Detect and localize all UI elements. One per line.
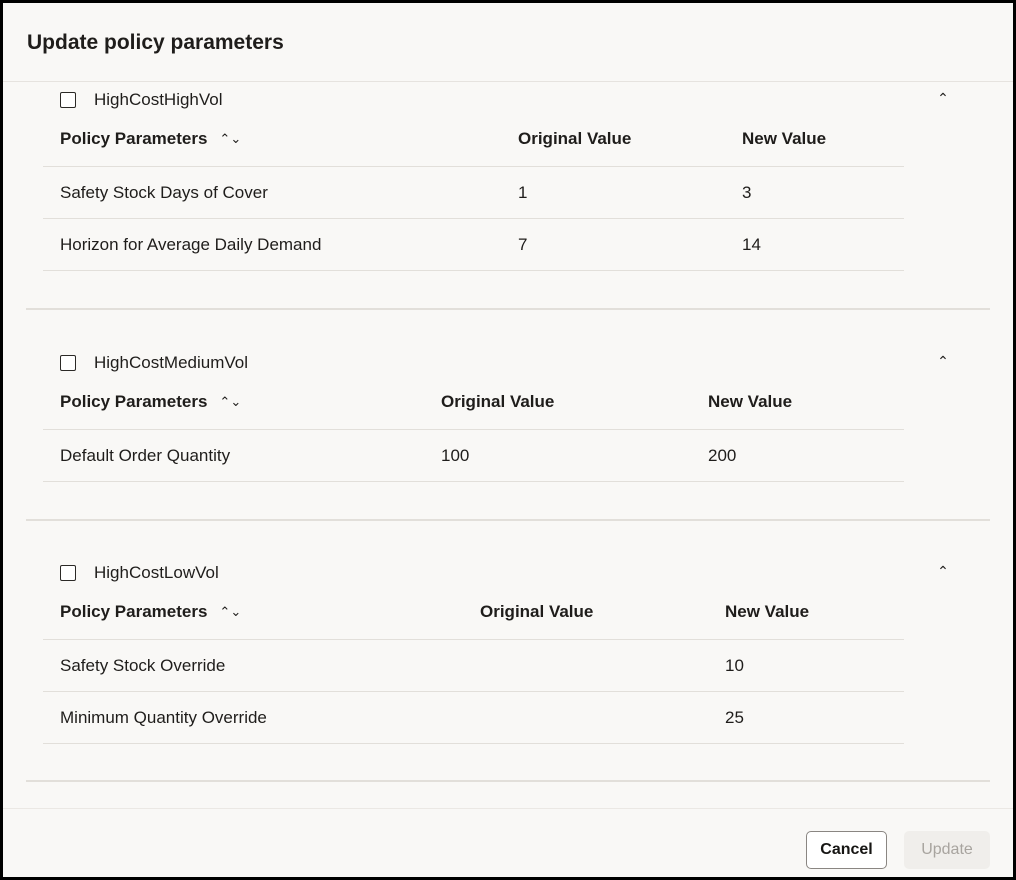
column-header-new: New Value <box>725 602 810 621</box>
section-checkbox[interactable] <box>60 565 76 581</box>
param-cell: Minimum Quantity Override <box>60 707 267 727</box>
column-header-original: Original Value <box>518 129 632 148</box>
column-label: Policy Parameters <box>60 129 208 148</box>
update-button[interactable]: Update <box>904 831 990 869</box>
footer-divider <box>3 808 1013 809</box>
param-cell: Safety Stock Days of Cover <box>60 182 268 202</box>
section-divider <box>26 780 990 782</box>
section-checkbox[interactable] <box>60 92 76 108</box>
section-checkbox[interactable] <box>60 355 76 371</box>
column-header-param[interactable]: Policy Parameters ⌃⌄ <box>43 129 501 149</box>
section-name: HighCostMediumVol <box>94 353 249 372</box>
header-divider <box>3 81 1013 82</box>
table-header: Policy Parameters ⌃⌄ Original Value New V… <box>43 375 904 430</box>
column-header-original: Original Value <box>441 392 555 411</box>
table-row: Default Order Quantity 100 200 <box>43 430 904 482</box>
table-header: Policy Parameters ⌃⌄ Original Value New V… <box>43 112 904 167</box>
section-divider <box>26 308 990 310</box>
table-row: Safety Stock Days of Cover 1 3 <box>43 167 904 219</box>
param-cell: Safety Stock Override <box>60 655 226 675</box>
column-header-original: Original Value <box>480 602 594 621</box>
original-value-cell: 1 <box>518 182 528 202</box>
policy-table: Policy Parameters ⌃⌄ Original Value New V… <box>43 585 904 744</box>
sort-up-down-icon[interactable]: ⌃⌄ <box>219 394 242 409</box>
sort-up-down-icon[interactable]: ⌃⌄ <box>219 131 242 146</box>
column-label: Policy Parameters <box>60 392 208 411</box>
column-header-param[interactable]: Policy Parameters ⌃⌄ <box>43 602 463 622</box>
original-value-cell: 7 <box>518 234 528 254</box>
new-value-cell: 10 <box>725 655 744 675</box>
dialog-title: Update policy parameters <box>27 31 284 54</box>
new-value-cell: 3 <box>742 182 752 202</box>
original-value-cell: 100 <box>441 445 470 465</box>
column-label: Policy Parameters <box>60 602 208 621</box>
param-cell: Horizon for Average Daily Demand <box>60 234 322 254</box>
new-value-cell: 25 <box>725 707 744 727</box>
new-value-cell: 14 <box>742 234 761 254</box>
section-name: HighCostHighVol <box>94 90 223 109</box>
cancel-button[interactable]: Cancel <box>806 831 887 869</box>
chevron-up-icon[interactable]: ⌃ <box>937 563 949 579</box>
policy-table: Policy Parameters ⌃⌄ Original Value New V… <box>43 112 904 271</box>
chevron-up-icon[interactable]: ⌃ <box>937 353 949 369</box>
column-header-new: New Value <box>742 129 827 148</box>
new-value-cell: 200 <box>708 445 737 465</box>
column-header-new: New Value <box>708 392 793 411</box>
policy-table: Policy Parameters ⌃⌄ Original Value New V… <box>43 375 904 482</box>
chevron-up-icon[interactable]: ⌃ <box>937 90 949 106</box>
column-header-param[interactable]: Policy Parameters ⌃⌄ <box>43 392 424 412</box>
sort-up-down-icon[interactable]: ⌃⌄ <box>219 604 242 619</box>
section-divider <box>26 519 990 521</box>
table-header: Policy Parameters ⌃⌄ Original Value New V… <box>43 585 904 640</box>
section-name: HighCostLowVol <box>94 563 219 582</box>
table-row: Safety Stock Override 10 <box>43 640 904 692</box>
table-row: Horizon for Average Daily Demand 7 14 <box>43 219 904 271</box>
table-row: Minimum Quantity Override 25 <box>43 692 904 744</box>
param-cell: Default Order Quantity <box>60 445 231 465</box>
